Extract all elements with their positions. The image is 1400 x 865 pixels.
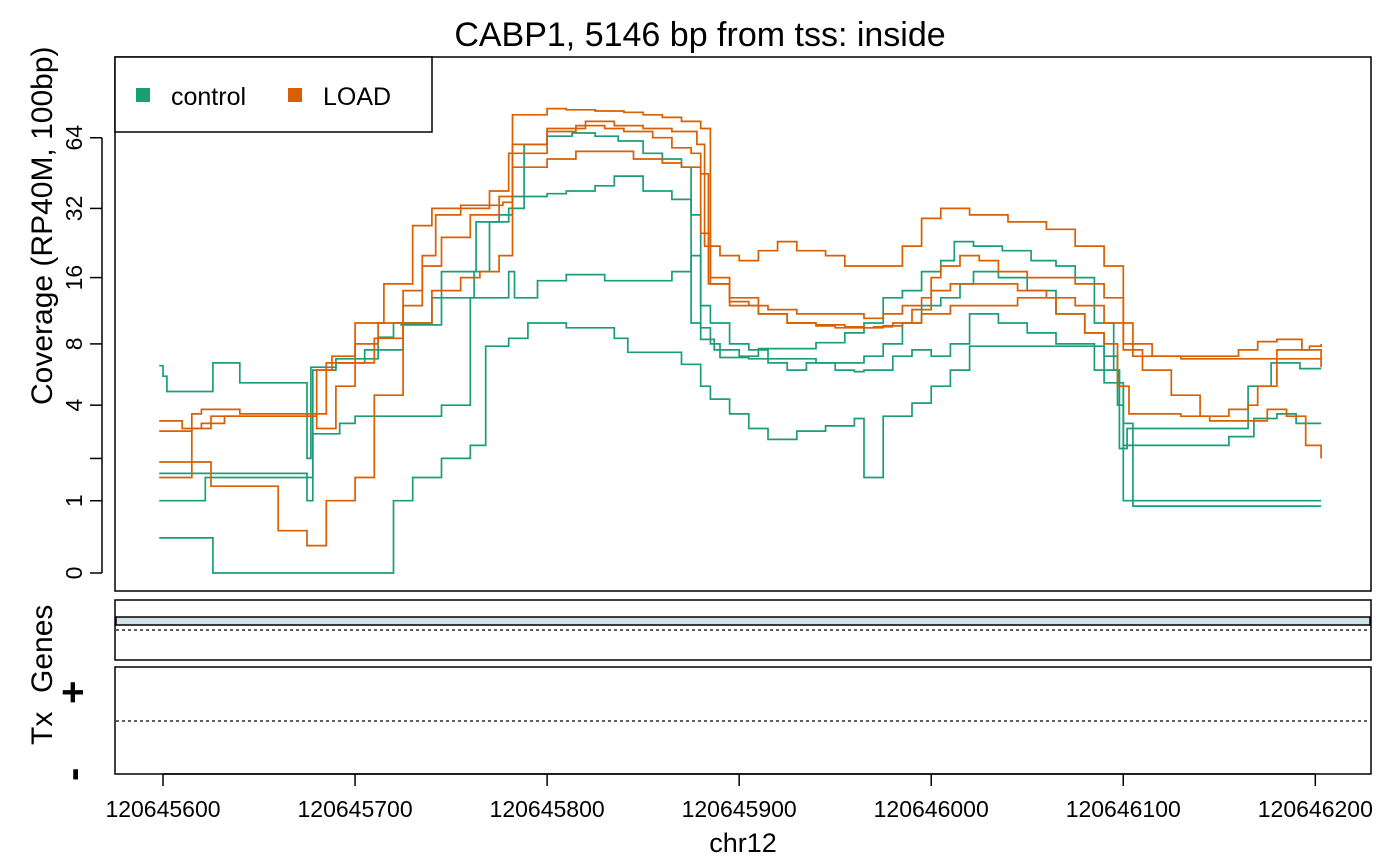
y-tick-label-6: 64: [61, 125, 87, 151]
x-tick-label-6: 120646200: [1258, 796, 1373, 822]
x-tick-label-0: 120645600: [105, 796, 220, 822]
tx-panel-label: Tx: [26, 712, 59, 745]
tx-minus-strand-label: -: [51, 768, 95, 781]
series-line-load-6: [159, 150, 1322, 547]
legend-swatch-control: [136, 88, 150, 102]
series-line-load-5: [159, 107, 1322, 479]
series-line-control-2: [159, 254, 1322, 502]
gene-feature: [115, 616, 1371, 626]
series-layer: [159, 107, 1322, 574]
x-tick-label-1: 120645700: [297, 796, 412, 822]
x-tick-label-5: 120646100: [1066, 796, 1181, 822]
legend-label-load: LOAD: [323, 83, 391, 111]
y-tick-label-1: 1: [61, 494, 87, 507]
legend-swatch-load: [288, 88, 302, 102]
coverage-panel: 0 1 4 8 16 32 64 Coverage (RP40M, 100bp) contr…: [26, 46, 1372, 592]
y-tick-label-5: 32: [61, 196, 87, 222]
y-tick-label-0: 0: [61, 567, 87, 580]
x-tick-label-2: 120645800: [490, 796, 605, 822]
y-tick-label-2: 4: [61, 399, 87, 412]
y-axis-label: Coverage (RP40M, 100bp): [26, 46, 59, 405]
tx-plus-strand-label: +: [51, 681, 95, 704]
series-line-control-0: [159, 132, 1322, 460]
chart-title: CABP1, 5146 bp from tss: inside: [454, 16, 945, 54]
x-tick-label-3: 120645900: [682, 796, 797, 822]
series-line-load-4: [159, 124, 1322, 459]
series-line-control-1: [159, 175, 1322, 502]
x-axis: 120645600 120645700 120645800 120645900 1206…: [105, 773, 1373, 822]
series-line-control-3: [159, 322, 1322, 574]
tx-panel: Tx + -: [26, 666, 1372, 781]
legend-label-control: control: [171, 83, 246, 111]
x-tick-label-4: 120646000: [874, 796, 989, 822]
x-axis-label: chr12: [709, 828, 777, 858]
y-tick-label-4: 16: [61, 265, 87, 291]
coverage-panel-frame: [114, 56, 1372, 592]
series-line-load-7: [159, 120, 1322, 432]
y-axis: 0 1 4 8 16 32 64: [61, 125, 103, 580]
genes-panel-label: Genes: [26, 605, 59, 693]
legend-box: [114, 56, 433, 133]
genes-panel-frame: [114, 599, 1372, 661]
genes-panel: Genes: [26, 599, 1372, 693]
y-tick-label-3: 8: [61, 338, 87, 351]
legend: control LOAD: [114, 56, 433, 133]
